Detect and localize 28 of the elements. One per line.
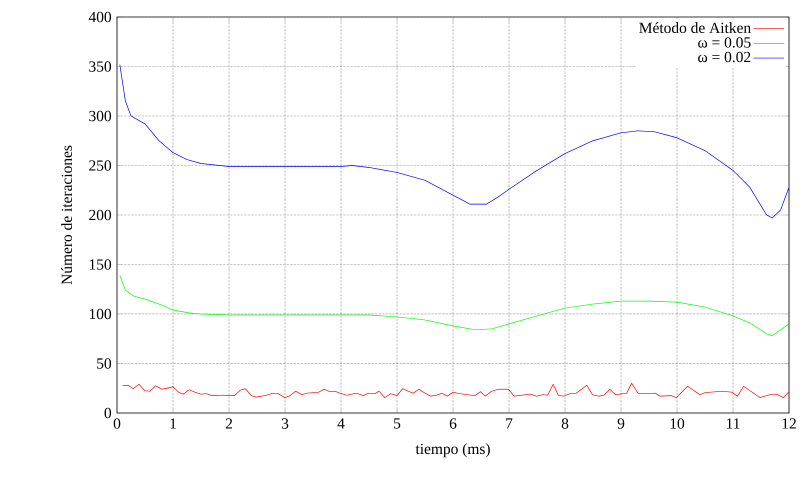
- legend-label: Método de Aitken: [639, 22, 751, 34]
- y-tick-label: 150: [90, 259, 112, 270]
- y-tick-label: 350: [89, 61, 112, 72]
- y-tick-label: 400: [88, 12, 112, 22]
- x-axis-title: tiempo (ms): [416, 443, 490, 458]
- y-axis-title: Número de iteraciones: [61, 146, 72, 284]
- x-tick-label: 11: [726, 418, 740, 429]
- x-tick-label: 1: [170, 418, 176, 429]
- x-tick-label: 4: [337, 418, 345, 428]
- y-tick-label: 100: [90, 308, 112, 320]
- x-tick-label: 7: [506, 418, 512, 428]
- x-tick-label: 5: [394, 418, 400, 429]
- y-tick-label: 0: [104, 408, 112, 418]
- x-tick-label: 12: [782, 418, 796, 429]
- x-tick-label: 6: [450, 418, 456, 429]
- y-tick-label: 200: [89, 210, 112, 220]
- x-tick-label: 2: [226, 418, 232, 429]
- legend-label: ω = 0.05: [698, 37, 751, 48]
- x-tick-label: 3: [282, 418, 288, 429]
- legend-label: ω = 0.02: [698, 52, 750, 62]
- y-tick-label: 300: [89, 110, 112, 122]
- x-tick-label: 10: [670, 418, 684, 429]
- x-tick-label: 8: [562, 418, 568, 429]
- x-tick-label: 9: [618, 418, 624, 429]
- line-series: [122, 382, 789, 398]
- x-tick-label: 0: [114, 418, 120, 429]
- y-tick-label: 250: [89, 160, 112, 171]
- y-tick-label: 50: [97, 358, 112, 369]
